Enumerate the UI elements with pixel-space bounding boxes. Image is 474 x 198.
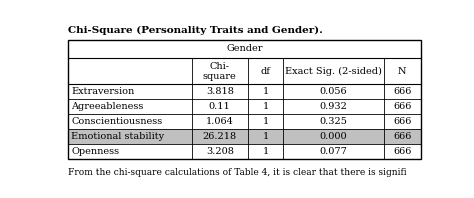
Text: 1: 1 (263, 102, 269, 111)
Text: 3.818: 3.818 (206, 87, 234, 96)
Text: Openness: Openness (72, 147, 119, 156)
Text: 666: 666 (393, 147, 411, 156)
Text: 666: 666 (393, 87, 411, 96)
Text: 0.000: 0.000 (319, 132, 347, 141)
Bar (68, 58, 421, 84)
Text: 666: 666 (393, 102, 411, 111)
Text: 0.077: 0.077 (319, 147, 347, 156)
Text: 1: 1 (263, 132, 269, 141)
Text: N: N (398, 67, 407, 76)
Text: Emotional stability: Emotional stability (72, 132, 164, 141)
Text: 0.932: 0.932 (319, 102, 347, 111)
Bar (68, 114, 421, 129)
Text: Chi-Square (Personality Traits and Gender).: Chi-Square (Personality Traits and Gende… (68, 26, 323, 35)
Text: 1: 1 (263, 117, 269, 126)
Text: 1: 1 (263, 147, 269, 156)
Text: Gender: Gender (227, 45, 263, 53)
Text: 3.208: 3.208 (206, 147, 234, 156)
Text: From the chi-square calculations of Table 4, it is clear that there is signifi: From the chi-square calculations of Tabl… (68, 168, 407, 177)
Text: 1.064: 1.064 (206, 117, 234, 126)
Text: 0.056: 0.056 (319, 87, 347, 96)
Text: Agreeableness: Agreeableness (72, 102, 144, 111)
Text: 26.218: 26.218 (203, 132, 237, 141)
Text: Extraversion: Extraversion (72, 87, 135, 96)
Bar (68, 40, 421, 58)
Text: 0.11: 0.11 (209, 102, 230, 111)
Text: Chi-
square: Chi- square (203, 62, 237, 81)
Bar (68, 144, 421, 159)
Text: 666: 666 (393, 132, 411, 141)
Text: 666: 666 (393, 117, 411, 126)
Text: Conscientiousness: Conscientiousness (72, 117, 163, 126)
Bar (68, 40, 421, 159)
Text: df: df (261, 67, 271, 76)
Text: 1: 1 (263, 87, 269, 96)
Bar (68, 84, 421, 99)
Bar (68, 99, 421, 114)
Text: 0.325: 0.325 (319, 117, 347, 126)
Bar (68, 129, 421, 144)
Text: Exact Sig. (2-sided): Exact Sig. (2-sided) (285, 67, 382, 76)
